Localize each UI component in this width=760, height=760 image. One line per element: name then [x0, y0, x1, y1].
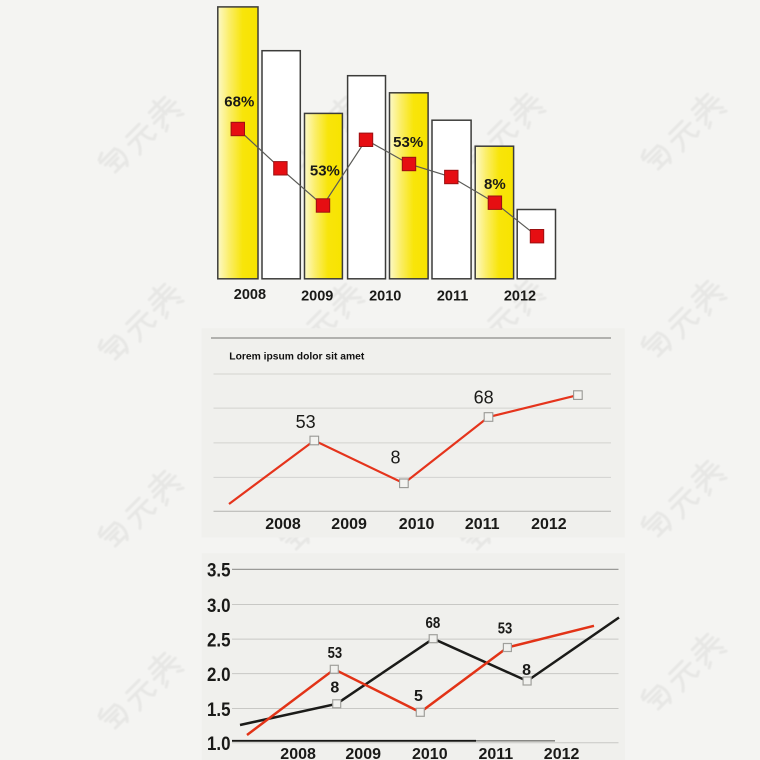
svg-text:8: 8: [390, 448, 400, 468]
svg-text:1.5: 1.5: [207, 699, 231, 721]
svg-text:2011: 2011: [478, 746, 513, 760]
svg-text:68%: 68%: [224, 94, 254, 111]
svg-text:2012: 2012: [531, 516, 567, 533]
svg-text:8%: 8%: [484, 176, 506, 193]
svg-text:2010: 2010: [412, 746, 448, 760]
svg-text:2009: 2009: [331, 516, 367, 533]
svg-text:2010: 2010: [399, 516, 435, 533]
svg-text:2.5: 2.5: [207, 629, 231, 651]
svg-text:2010: 2010: [369, 288, 401, 304]
svg-text:3.0: 3.0: [207, 595, 231, 617]
svg-text:2008: 2008: [234, 287, 266, 303]
svg-text:68: 68: [474, 388, 494, 408]
svg-text:5: 5: [414, 688, 423, 705]
svg-text:2009: 2009: [345, 746, 381, 760]
svg-text:53: 53: [296, 412, 316, 432]
svg-text:8: 8: [522, 662, 531, 679]
svg-text:2008: 2008: [280, 746, 316, 760]
svg-text:2012: 2012: [544, 746, 580, 760]
svg-text:53%: 53%: [393, 134, 423, 151]
svg-text:3.5: 3.5: [207, 560, 231, 582]
svg-text:53%: 53%: [310, 163, 340, 180]
svg-text:2008: 2008: [265, 516, 301, 533]
svg-text:53: 53: [328, 645, 343, 662]
svg-text:Lorem ipsum dolor sit amet: Lorem ipsum dolor sit amet: [229, 352, 365, 363]
svg-text:8: 8: [330, 679, 339, 696]
svg-text:68: 68: [426, 615, 441, 632]
svg-text:2012: 2012: [504, 288, 536, 304]
svg-text:2011: 2011: [437, 288, 468, 304]
svg-text:2.0: 2.0: [207, 664, 231, 686]
svg-text:2011: 2011: [465, 516, 500, 533]
svg-text:1.0: 1.0: [207, 733, 231, 755]
svg-text:53: 53: [498, 621, 513, 638]
svg-text:2009: 2009: [301, 288, 333, 304]
